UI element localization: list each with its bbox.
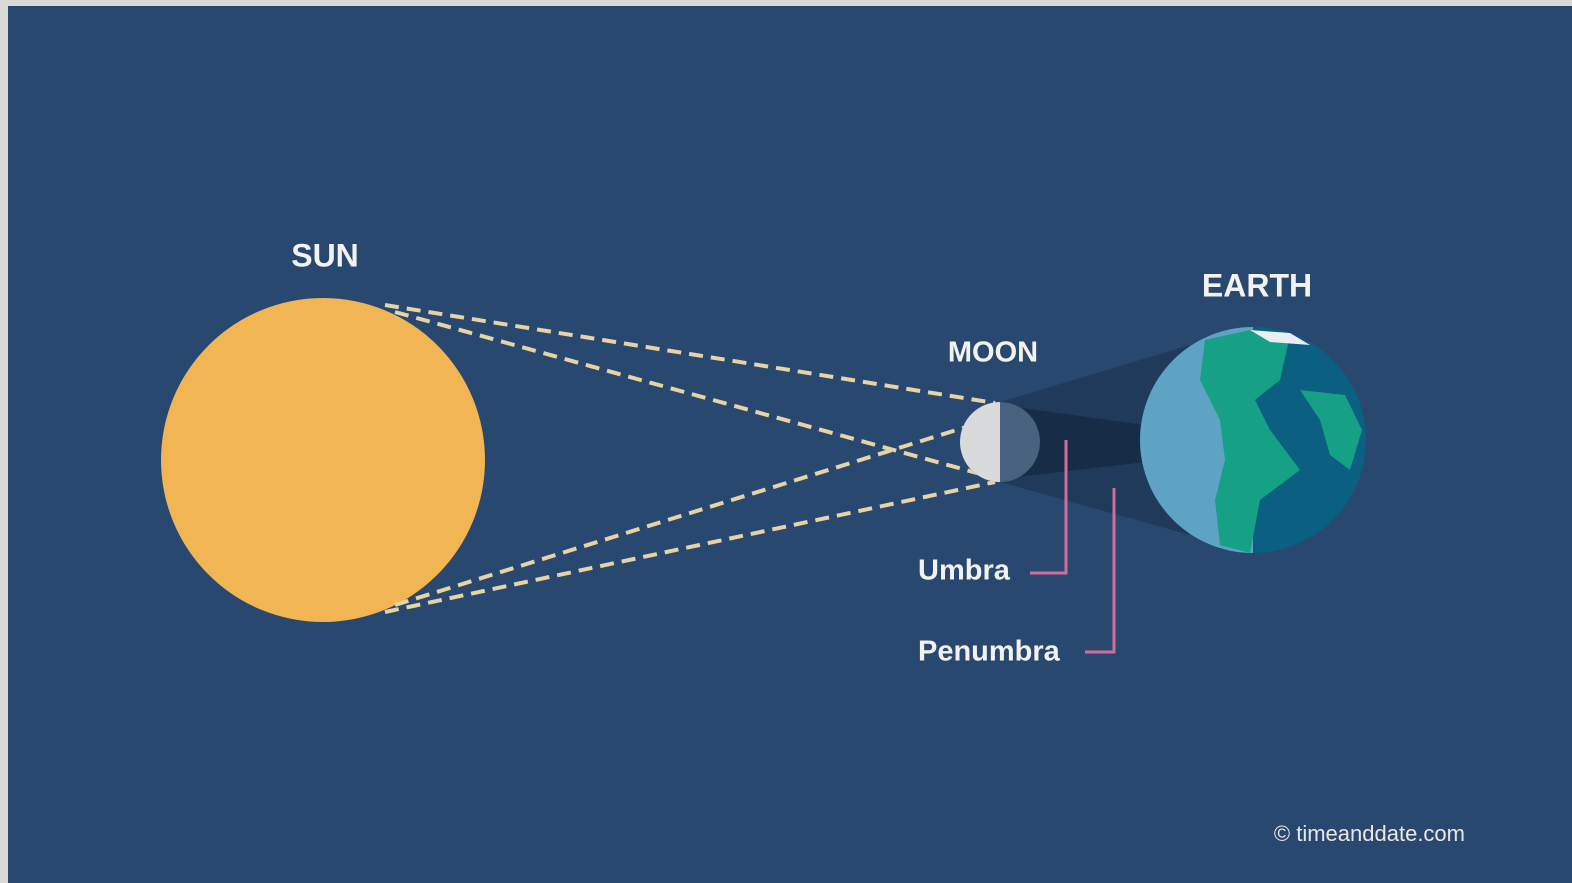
earth-label: EARTH	[1202, 267, 1312, 303]
credit: © timeanddate.com	[1274, 821, 1465, 846]
umbra-label: Umbra	[918, 555, 1011, 587]
diagram: SUN MOON EARTH Umbra Penumbra © timeandd…	[0, 0, 1572, 883]
moon-label: MOON	[948, 337, 1038, 369]
moon	[960, 402, 1040, 482]
sun-label: SUN	[291, 237, 359, 273]
sun	[161, 298, 485, 622]
page: SUN MOON EARTH Umbra Penumbra © timeandd…	[0, 0, 1572, 883]
earth	[1140, 327, 1366, 553]
penumbra-label: Penumbra	[918, 636, 1061, 668]
